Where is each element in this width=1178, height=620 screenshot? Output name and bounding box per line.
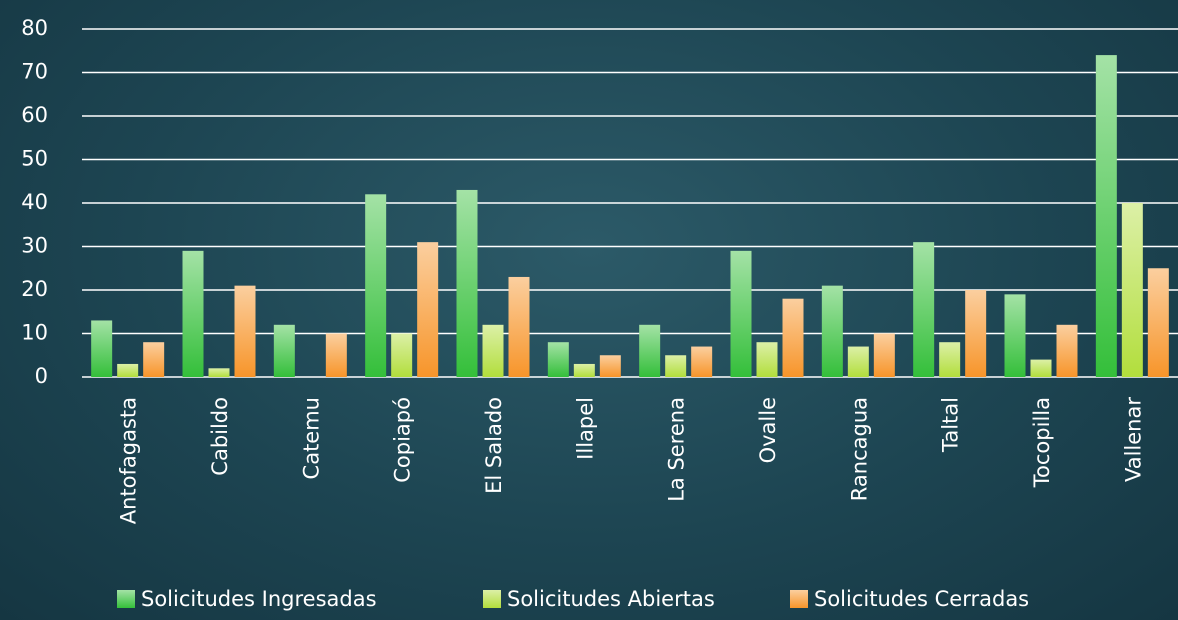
bar xyxy=(209,368,230,377)
bar xyxy=(326,334,347,378)
bar xyxy=(600,355,621,377)
y-tick-label: 20 xyxy=(21,277,48,301)
bar xyxy=(143,342,164,377)
bar xyxy=(1057,325,1078,377)
x-tick-label: Catemu xyxy=(299,397,323,479)
legend-swatch xyxy=(483,590,501,608)
bar xyxy=(874,334,895,378)
bar xyxy=(757,342,778,377)
y-tick-label: 70 xyxy=(21,60,48,84)
bar xyxy=(783,299,804,377)
bar xyxy=(822,286,843,377)
bar xyxy=(1148,268,1169,377)
y-tick-label: 40 xyxy=(21,190,48,214)
y-tick-label: 60 xyxy=(21,103,48,127)
bar xyxy=(274,325,295,377)
x-tick-label: Taltal xyxy=(939,397,963,453)
bar xyxy=(691,347,712,377)
x-tick-label: El Salado xyxy=(482,397,506,494)
bar xyxy=(939,342,960,377)
bar xyxy=(1031,360,1052,377)
x-tick-label: Illapel xyxy=(573,397,597,460)
chart: 0 10 20 30 40 50 60 70 80 Antofagasta Cabildo Catem… xyxy=(0,0,1178,620)
y-tick-label: 30 xyxy=(21,234,48,258)
page: 0 10 20 30 40 50 60 70 80 Antofagasta Cabildo Catem… xyxy=(0,0,1178,620)
x-tick-label: Rancagua xyxy=(847,397,871,501)
bar xyxy=(913,242,934,377)
bar xyxy=(391,334,412,378)
legend-swatch xyxy=(790,590,808,608)
bar xyxy=(417,242,438,377)
bar xyxy=(731,251,752,377)
y-tick-label: 80 xyxy=(21,16,48,40)
bar xyxy=(91,320,112,377)
bar xyxy=(483,325,504,377)
bar xyxy=(639,325,660,377)
bar xyxy=(117,364,138,377)
bar xyxy=(235,286,256,377)
legend-label: Solicitudes Cerradas xyxy=(814,587,1029,611)
bar xyxy=(1005,294,1026,377)
x-tick-label: Vallenar xyxy=(1121,397,1145,482)
legend-label: Solicitudes Abiertas xyxy=(507,587,715,611)
bar xyxy=(665,355,686,377)
bar xyxy=(574,364,595,377)
bar xyxy=(457,190,478,377)
bar xyxy=(548,342,569,377)
legend-swatch xyxy=(117,590,135,608)
bar xyxy=(848,347,869,377)
x-tick-label: Antofagasta xyxy=(117,397,141,524)
bar xyxy=(365,194,386,377)
y-tick-label: 10 xyxy=(21,321,48,345)
y-tick-label: 0 xyxy=(35,364,48,388)
bar xyxy=(509,277,530,377)
x-tick-label: Cabildo xyxy=(208,397,232,476)
bar xyxy=(965,290,986,377)
x-tick-label: Ovalle xyxy=(756,397,780,463)
bar xyxy=(183,251,204,377)
bar xyxy=(1096,55,1117,377)
y-tick-label: 50 xyxy=(21,147,48,171)
legend-label: Solicitudes Ingresadas xyxy=(141,587,377,611)
bar xyxy=(1122,203,1143,377)
x-tick-label: Tocopilla xyxy=(1030,397,1054,488)
x-tick-label: Copiapó xyxy=(391,397,415,483)
x-tick-label: La Serena xyxy=(665,397,689,502)
